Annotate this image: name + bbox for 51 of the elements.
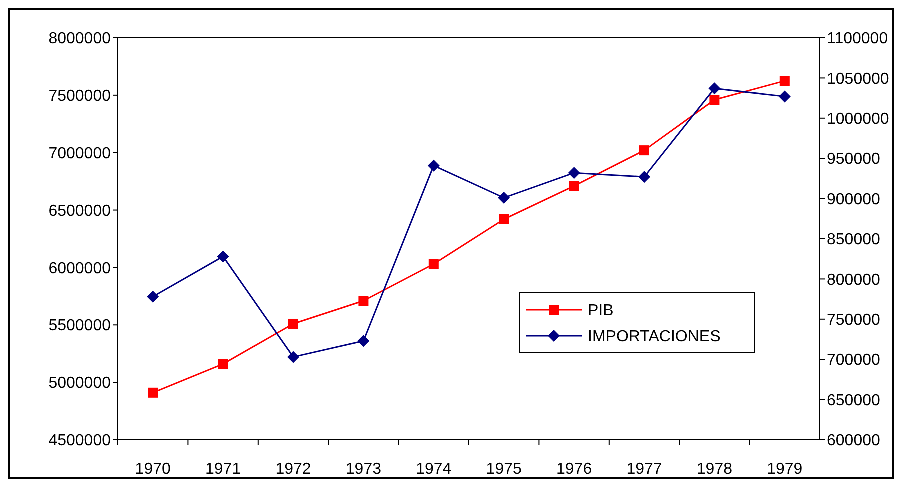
point — [778, 90, 791, 103]
point — [568, 167, 580, 180]
x-tick-label: 1979 — [767, 461, 803, 478]
y2-tick-label: 900000 — [827, 191, 880, 208]
point — [499, 214, 510, 224]
point — [640, 146, 650, 156]
y-tick-label: 6000000 — [48, 260, 112, 278]
y-tick-label: 4500000 — [48, 432, 112, 450]
x-tick-label: 1971 — [206, 461, 242, 478]
y-tick-label: 5000000 — [48, 375, 112, 392]
point — [710, 95, 720, 106]
point — [428, 259, 439, 270]
point — [638, 171, 650, 184]
y-tick-label: 5500000 — [48, 318, 112, 335]
y-tick-label: 8000000 — [48, 30, 112, 48]
x-tick-label: 1972 — [276, 461, 312, 478]
y2-tick-label: 950000 — [827, 151, 880, 168]
point — [147, 290, 160, 303]
point — [498, 192, 510, 204]
point — [569, 181, 580, 192]
y2-tick-label: 700000 — [827, 352, 880, 370]
y2-tick-label: 800000 — [827, 272, 880, 289]
x-tick-label: 1970 — [135, 461, 171, 478]
y2-tick-label: 650000 — [827, 392, 880, 410]
point — [218, 359, 228, 370]
point — [217, 250, 230, 263]
x-tick-label: 1978 — [696, 461, 733, 478]
y2-tick-label: 600000 — [827, 432, 880, 450]
legend-label: PIB — [588, 302, 614, 320]
y2-tick-label: 850000 — [827, 232, 880, 249]
point — [288, 318, 298, 329]
x-tick-label: 1975 — [486, 461, 522, 478]
y2-tick-label: 1050000 — [827, 70, 890, 88]
x-tick-label: 1976 — [556, 461, 592, 478]
x-tick-label: 1977 — [626, 461, 662, 478]
y-tick-label: 7500000 — [48, 88, 112, 106]
point — [288, 351, 300, 364]
y-tick-label: 7000000 — [48, 145, 112, 162]
point — [780, 76, 790, 86]
x-tick-label: 1973 — [346, 461, 382, 478]
y2-tick-label: 1100000 — [827, 30, 888, 48]
y2-tick-label: 1000000 — [827, 111, 890, 128]
point — [428, 160, 440, 172]
legend-label: IMPORTACIONES — [588, 328, 721, 346]
x-tick-label: 1974 — [416, 461, 452, 478]
point — [148, 388, 158, 398]
y-tick-label: 6500000 — [48, 202, 112, 220]
point — [358, 335, 370, 348]
point — [708, 82, 721, 95]
y2-tick-label: 750000 — [827, 312, 880, 329]
point — [358, 296, 369, 306]
